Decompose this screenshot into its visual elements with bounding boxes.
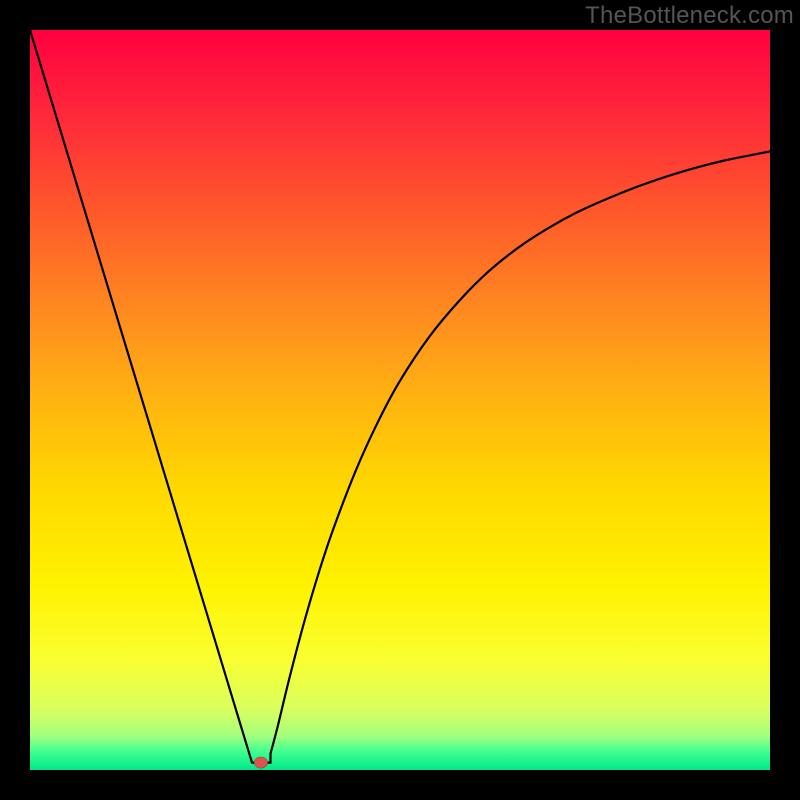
plot-border-bottom [0, 770, 800, 800]
chart-frame: TheBottleneck.com [0, 0, 800, 800]
curve-left-branch [30, 30, 252, 763]
bottleneck-curve-chart [30, 30, 770, 770]
minimum-marker [254, 757, 267, 768]
watermark-text: TheBottleneck.com [585, 0, 800, 30]
plot-border-left [0, 0, 30, 800]
plot-border-right [770, 0, 800, 800]
curve-right-branch [271, 151, 771, 753]
